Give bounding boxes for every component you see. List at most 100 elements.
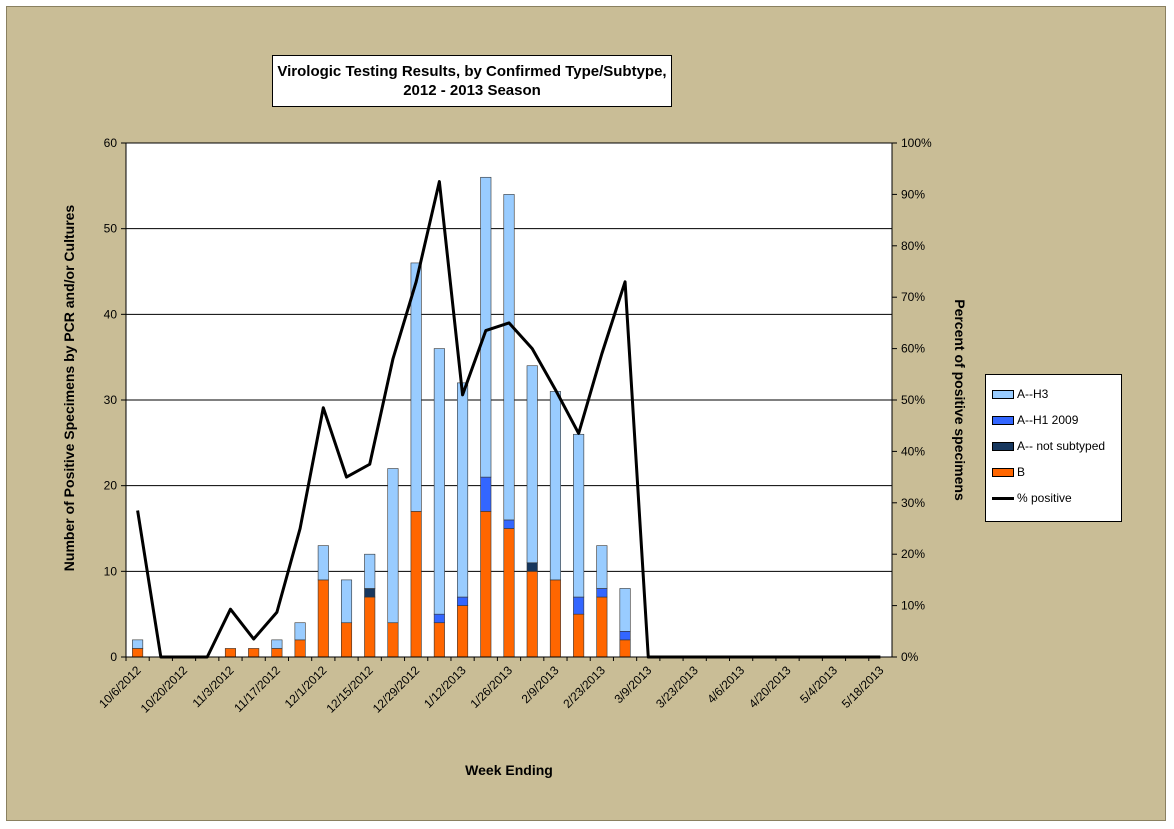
y2-tick-label: 70% [901, 290, 925, 304]
bar-segment [224, 648, 236, 658]
bar-segment [457, 382, 469, 598]
x-tick-label: 11/17/2012 [231, 663, 283, 715]
y2-axis-title: Percent of positive specimens [952, 299, 968, 501]
x-tick-label: 4/20/2013 [746, 663, 794, 711]
legend-item: A--H3 [992, 381, 1117, 407]
y2-tick-label: 50% [901, 393, 925, 407]
y2-tick-label: 100% [901, 136, 932, 150]
bar-segment [549, 391, 561, 581]
y2-tick-label: 10% [901, 599, 925, 613]
bar-segment [457, 596, 469, 606]
y-tick-label: 30 [104, 393, 118, 407]
bar-segment [573, 433, 585, 598]
bar-segment [433, 348, 445, 615]
legend-label: A-- not subtyped [1017, 439, 1106, 453]
legend-swatch [992, 441, 1014, 451]
bar-segment [340, 579, 353, 624]
bar-segment [294, 639, 306, 658]
y2-tick-label: 80% [901, 239, 925, 253]
y-tick-label: 40 [104, 307, 118, 321]
legend-item: A-- not subtyped [992, 433, 1117, 459]
bar-segment [480, 176, 492, 478]
bar-segment [503, 528, 515, 658]
legend-line-swatch [992, 496, 1014, 500]
legend-swatch [992, 467, 1014, 477]
bar-segment [480, 476, 492, 512]
x-tick-label: 5/18/2013 [839, 663, 887, 711]
legend-label: A--H3 [1017, 387, 1049, 401]
y-tick-label: 10 [104, 564, 118, 578]
x-tick-label: 10/20/2012 [138, 663, 191, 716]
x-tick-label: 12/15/2012 [323, 663, 376, 716]
legend-label: B [1017, 465, 1026, 479]
x-tick-label: 12/1/2012 [282, 663, 330, 711]
y2-tick-label: 30% [901, 496, 925, 510]
bar-segment [526, 365, 538, 564]
chart-title: Virologic Testing Results, by Confirmed … [272, 55, 672, 107]
bar-segment [387, 468, 399, 624]
bar-segment [364, 596, 376, 658]
bar-segment [619, 630, 631, 641]
x-tick-label: 2/9/2013 [519, 663, 562, 706]
legend-item: B [992, 459, 1117, 485]
x-tick-label: 11/3/2012 [190, 663, 237, 710]
y-tick-label: 50 [104, 222, 118, 236]
bar-segment [619, 588, 631, 632]
bar-segment [433, 613, 445, 624]
bar-segment [573, 613, 585, 658]
bar-segment [132, 639, 144, 649]
x-tick-label: 5/4/2013 [797, 663, 840, 706]
chart-title-line-2: 2012 - 2013 Season [403, 82, 541, 99]
x-tick-label: 12/29/2012 [370, 663, 423, 716]
x-tick-label: 1/26/2013 [467, 663, 515, 711]
y2-tick-label: 60% [901, 342, 925, 356]
y2-tick-label: 40% [901, 444, 925, 458]
legend: A--H3 A--H1 2009 A-- not subtyped B % positi… [985, 374, 1122, 522]
x-tick-label: 2/23/2013 [560, 663, 608, 711]
bar-segment [596, 588, 608, 598]
x-tick-label: 4/6/2013 [704, 663, 747, 706]
y-axis-title: Number of Positive Specimens by PCR and/… [61, 205, 77, 572]
bar-segment [317, 545, 329, 581]
y2-tick-label: 90% [901, 187, 925, 201]
bar-segment [410, 511, 422, 658]
legend-item: A--H1 2009 [992, 407, 1117, 433]
bar-segment [271, 648, 283, 658]
bar-segment [549, 579, 561, 658]
legend-swatch [992, 389, 1014, 399]
bar-segment [526, 562, 538, 572]
bar-segment [387, 622, 399, 658]
bar-segment [317, 579, 329, 658]
bar-segment [340, 622, 353, 658]
bar-segment [364, 553, 376, 589]
chart-title-line-1: Virologic Testing Results, by Confirmed … [277, 63, 667, 80]
y-tick-label: 0 [110, 650, 117, 664]
y2-tick-label: 20% [901, 547, 925, 561]
bar-segment [294, 622, 306, 641]
bar-segment [132, 648, 144, 658]
y2-tick-label: 0% [901, 650, 919, 664]
bar-segment [457, 605, 469, 658]
bar-segment [433, 622, 445, 658]
bar-segment [573, 596, 585, 615]
y-tick-label: 20 [104, 479, 118, 493]
bar-segment [364, 588, 376, 598]
bar-segment [410, 262, 422, 512]
x-tick-label: 3/23/2013 [653, 663, 701, 711]
legend-label: % positive [1017, 491, 1072, 505]
bar-segment [503, 519, 515, 529]
y-tick-label: 60 [104, 136, 118, 150]
bar-segment [271, 639, 283, 649]
x-tick-label: 3/9/2013 [611, 663, 654, 706]
bar-segment [480, 511, 492, 658]
x-axis-title: Week Ending [465, 762, 553, 778]
bar-segment [596, 545, 608, 589]
x-tick-label: 1/12/2013 [421, 663, 469, 711]
legend-item: % positive [992, 485, 1117, 511]
bar-segment [526, 571, 538, 658]
legend-label: A--H1 2009 [1017, 413, 1079, 427]
x-tick-label: 10/6/2012 [96, 663, 144, 711]
bar-segment [619, 639, 631, 658]
bar-segment [596, 596, 608, 658]
